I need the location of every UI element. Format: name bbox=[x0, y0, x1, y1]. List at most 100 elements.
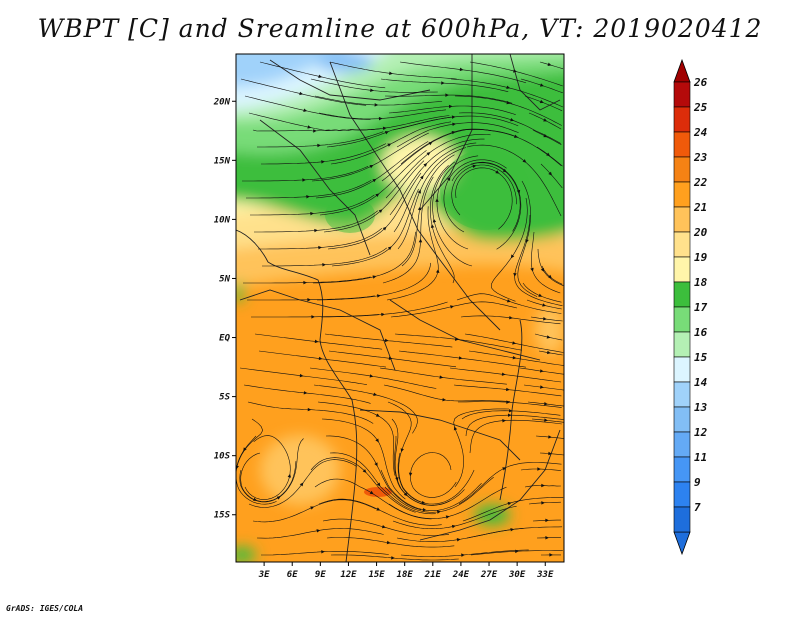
colorbar-over-triangle bbox=[673, 58, 691, 83]
streamline-arrow bbox=[445, 93, 449, 97]
colorbar: 26 25 24 23 22 21 20 19 18 17 16 15 14 13 12 11 9 7 bbox=[673, 58, 708, 556]
streamline bbox=[462, 497, 564, 522]
streamline-arrow bbox=[435, 269, 440, 273]
streamline-arrow bbox=[442, 397, 447, 402]
streamline-arrow bbox=[314, 228, 318, 233]
colorbar-label: 21 bbox=[693, 201, 707, 214]
streamline-arrow bbox=[506, 85, 511, 89]
streamline bbox=[388, 105, 516, 115]
streamline-arrow bbox=[506, 400, 510, 404]
lat-tick-label: 10N bbox=[214, 215, 231, 225]
colorbar-swatch bbox=[673, 131, 691, 158]
streamline bbox=[400, 549, 529, 557]
streamline-arrow bbox=[299, 482, 304, 487]
streamline bbox=[397, 147, 467, 250]
streamline bbox=[388, 486, 507, 519]
streamline-arrow bbox=[545, 518, 549, 523]
streamline-arrow bbox=[509, 315, 513, 320]
streamline bbox=[315, 141, 429, 199]
streamline-arrow bbox=[432, 218, 437, 223]
colorbar-swatch bbox=[673, 81, 691, 108]
streamline-arrow bbox=[548, 171, 553, 176]
streamline bbox=[380, 78, 509, 92]
streamline bbox=[321, 418, 406, 500]
streamline-arrow bbox=[375, 413, 380, 417]
streamline-arrow bbox=[441, 81, 445, 85]
streamline-arrow bbox=[287, 473, 292, 478]
streamline bbox=[382, 176, 434, 284]
streamline-arrow bbox=[506, 299, 511, 303]
streamline-arrow bbox=[382, 126, 387, 131]
colorbar-swatch bbox=[673, 381, 691, 408]
streamline-arrow bbox=[544, 402, 548, 406]
colorbar-swatch bbox=[673, 156, 691, 183]
streamline-arrow bbox=[541, 501, 545, 505]
streamline bbox=[383, 384, 511, 402]
streamline-arrow bbox=[243, 447, 247, 452]
streamline bbox=[240, 78, 367, 106]
streamline bbox=[328, 350, 457, 368]
map-title: WBPT [C] and Sreamline at 600hPa, VT: 20… bbox=[37, 14, 763, 43]
streamline-arrow bbox=[451, 524, 456, 529]
colorbar-swatch bbox=[673, 356, 691, 383]
streamline-arrow bbox=[510, 118, 515, 122]
streamline-arrow bbox=[381, 524, 386, 529]
colorbar-swatch bbox=[673, 506, 691, 533]
streamline-arrow bbox=[515, 549, 519, 554]
colorbar-label: 23 bbox=[693, 151, 708, 164]
streamline-arrow bbox=[435, 198, 439, 202]
streamline-arrow bbox=[522, 159, 527, 163]
streamline-arrow bbox=[376, 294, 381, 298]
streamline bbox=[323, 160, 425, 233]
streamline bbox=[400, 128, 519, 165]
streamline bbox=[524, 95, 563, 112]
streamline-arrow bbox=[549, 553, 553, 557]
streamline-arrow bbox=[454, 337, 459, 341]
streamline bbox=[387, 401, 426, 504]
colorbar-swatch bbox=[673, 281, 691, 308]
streamline-arrow bbox=[541, 483, 545, 488]
lat-tick-label: 10S bbox=[214, 452, 231, 462]
streamline bbox=[310, 457, 416, 513]
latitude-axis: 20N 15N 10N 5N EQ 5S 10S 15S bbox=[213, 97, 236, 521]
streamline bbox=[466, 144, 562, 217]
streamline bbox=[536, 146, 563, 167]
streamline-arrow bbox=[547, 62, 552, 66]
streamline bbox=[389, 138, 485, 216]
streamline-arrow bbox=[307, 407, 312, 412]
streamline bbox=[531, 418, 564, 423]
streamline bbox=[384, 94, 513, 104]
streamline-arrow bbox=[374, 103, 379, 107]
streamline-arrow bbox=[507, 413, 512, 417]
streamline bbox=[469, 419, 562, 454]
streamline-arrow bbox=[362, 469, 367, 473]
streamline bbox=[379, 367, 507, 385]
streamline-arrow bbox=[446, 176, 451, 181]
country-borders bbox=[236, 54, 561, 562]
streamline-arrow bbox=[502, 418, 506, 423]
colorbar-label: 19 bbox=[694, 251, 708, 264]
lon-tick-label: 21E bbox=[424, 570, 442, 580]
streamline bbox=[262, 247, 387, 267]
streamline bbox=[242, 166, 369, 182]
streamline-arrow bbox=[545, 536, 549, 540]
streamline-arrow bbox=[538, 293, 543, 297]
streamline-arrow bbox=[539, 83, 544, 87]
streamline-arrow bbox=[378, 209, 383, 213]
streamline-arrow bbox=[430, 224, 435, 229]
wbpt-shading bbox=[236, 54, 564, 562]
streamline-arrow bbox=[370, 88, 374, 92]
streamline-arrow bbox=[548, 274, 552, 279]
streamline bbox=[309, 367, 437, 389]
streamline-arrow bbox=[303, 280, 307, 285]
colorbar-label: 24 bbox=[693, 126, 708, 139]
streamline bbox=[318, 498, 442, 526]
streamline bbox=[453, 408, 510, 488]
colorbar-label: 22 bbox=[693, 176, 708, 189]
streamline-arrow bbox=[375, 438, 379, 443]
streamline bbox=[239, 438, 304, 503]
streamline-arrow bbox=[376, 482, 381, 487]
streamline bbox=[409, 452, 457, 498]
streamline bbox=[390, 301, 518, 318]
streamline-arrow bbox=[372, 178, 377, 183]
